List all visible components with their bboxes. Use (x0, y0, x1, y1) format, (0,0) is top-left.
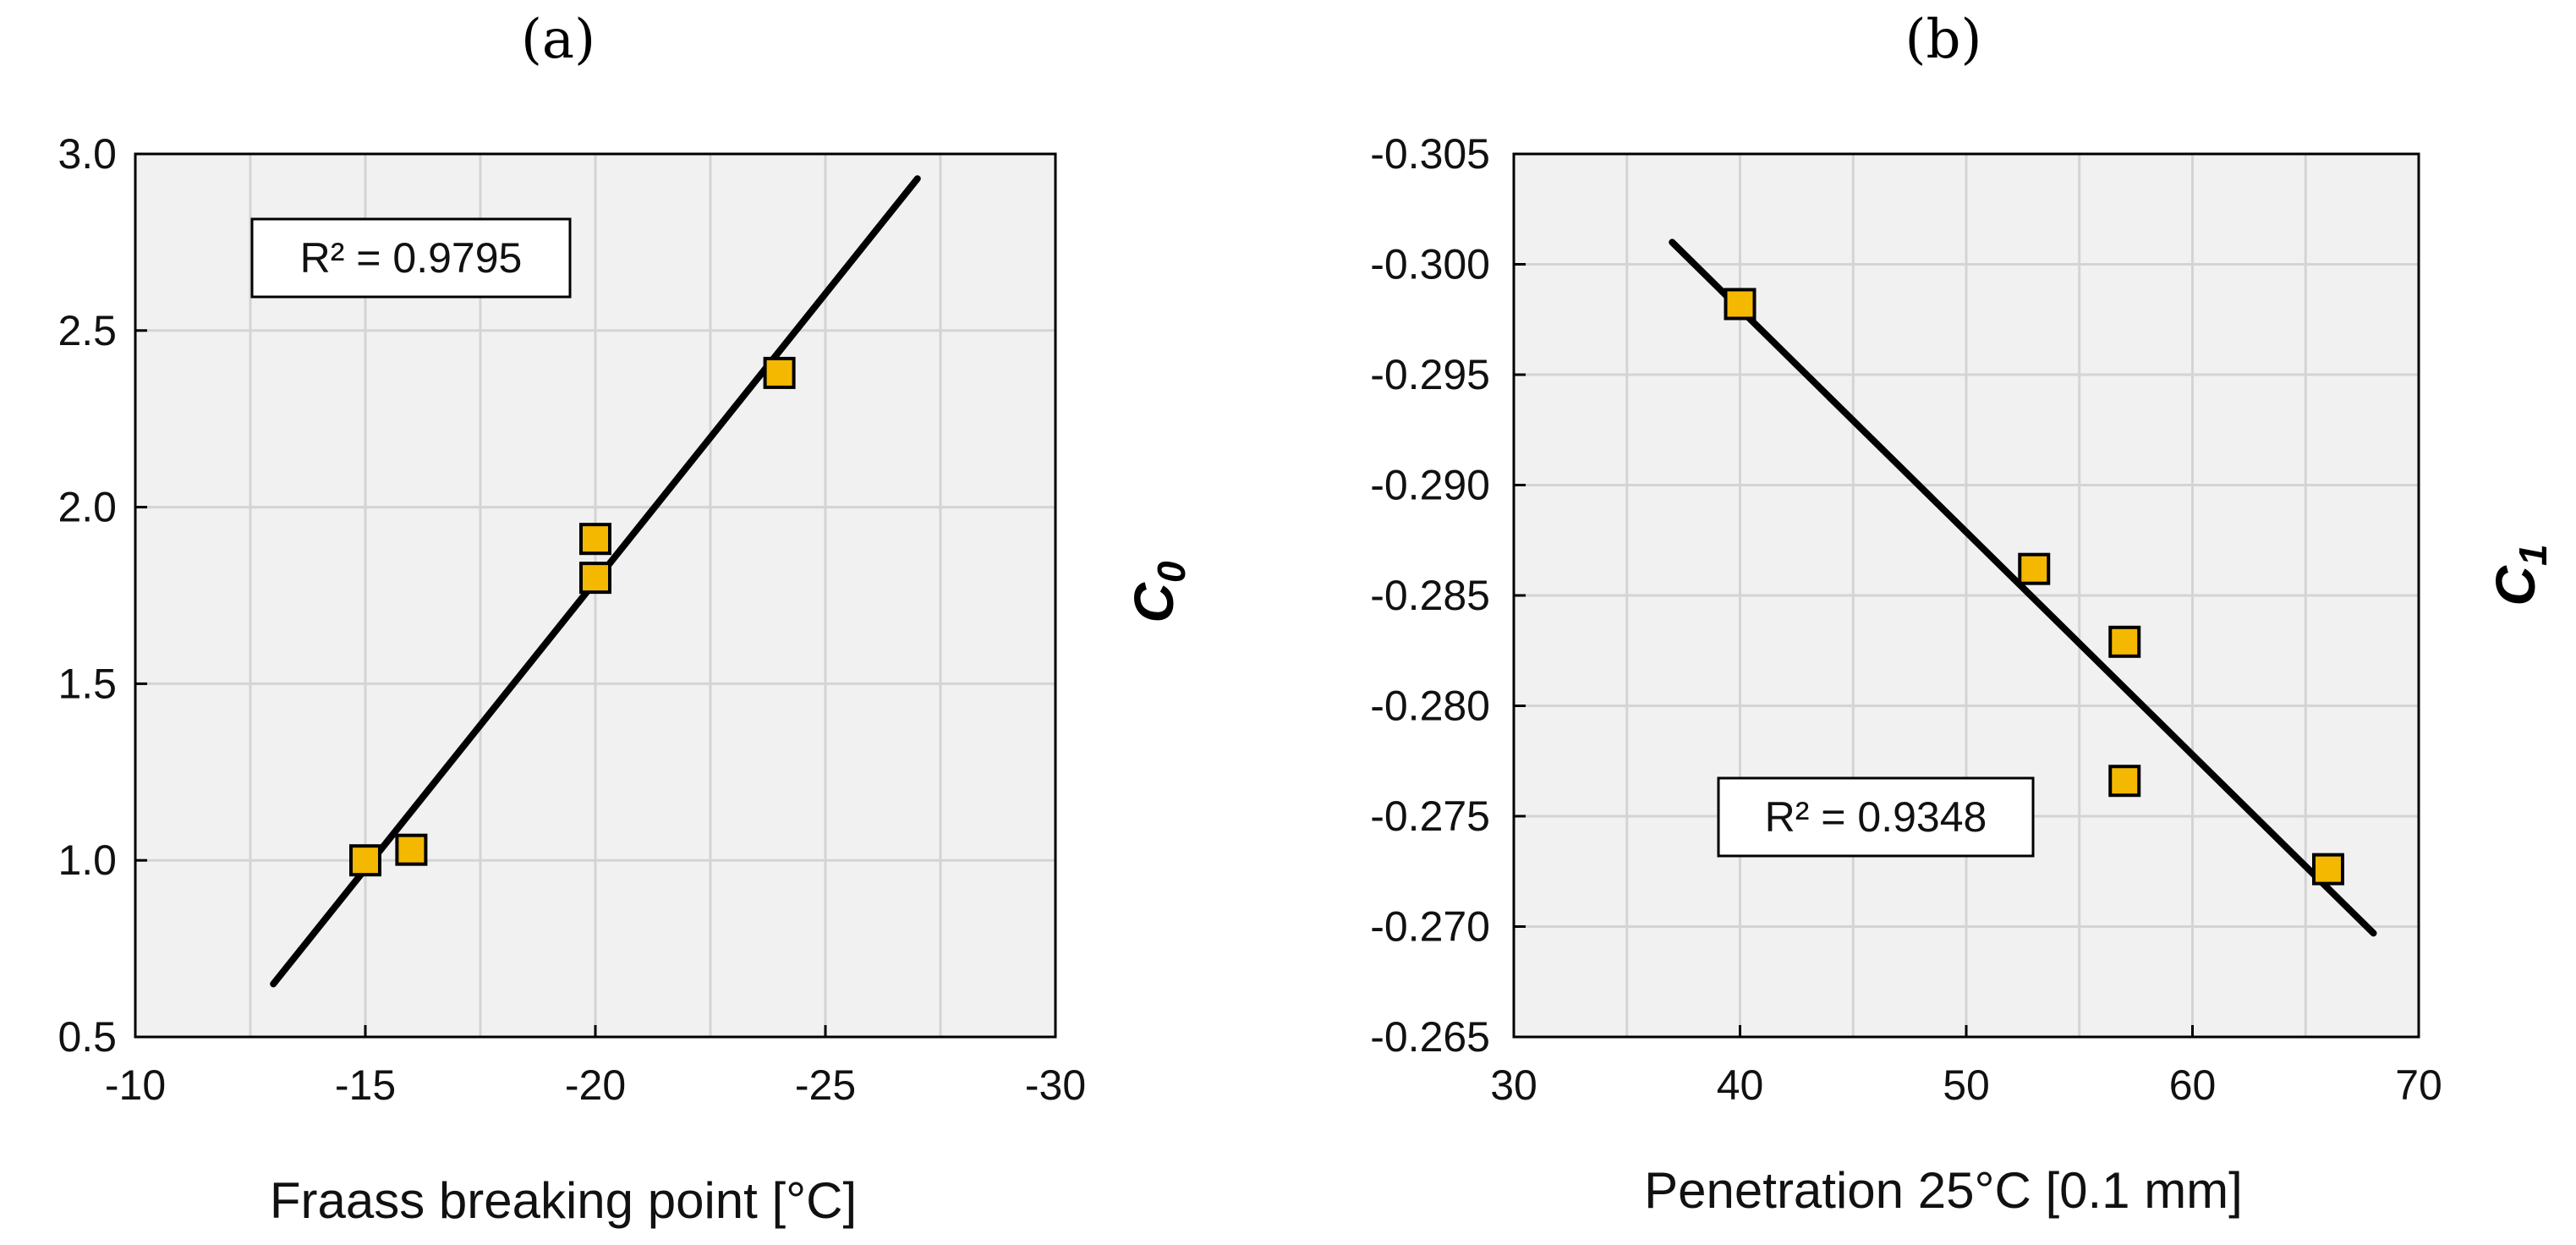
x-tick-label-b: 30 (1490, 1061, 1537, 1109)
x-tick-label-a: -20 (565, 1061, 626, 1109)
x-tick-labels-b: 30 40 50 60 70 (1490, 1061, 2442, 1109)
x-axis-title-b: Penetration 25°C [0.1 mm] (1644, 1162, 2243, 1219)
y-tick-labels-a: 0.5 1.0 1.5 2.0 2.5 3.0 (58, 130, 117, 1061)
x-tick-label-a: -25 (795, 1061, 856, 1109)
r2-annotation-a: R² = 0.9795 (300, 234, 523, 282)
r2-annotation-b: R² = 0.9348 (1765, 793, 1987, 841)
y-tick-label-b: -0.290 (1370, 462, 1490, 509)
x-tick-label-b: 70 (2395, 1061, 2442, 1109)
data-point-b-2 (2018, 552, 2051, 585)
y-tick-label-a: 1.5 (58, 660, 117, 707)
panel-b: (b) -0.265 -0.270 -0.275 -0.280 -0.285 -0.290… (1370, 8, 2555, 1219)
data-point-b-4 (2108, 765, 2141, 798)
y-axis-title-a-base: C (1122, 582, 1185, 623)
data-point-a-5 (763, 356, 796, 389)
y-tick-label-a: 3.0 (58, 130, 117, 178)
x-axis-title-a: Fraass breaking point [°C] (270, 1172, 857, 1229)
data-point-a-3 (579, 562, 611, 595)
y-tick-label-b: -0.285 (1370, 572, 1490, 619)
ticks-b (1512, 152, 2420, 1039)
y-axis-title-a-sub: 0 (1149, 561, 1193, 583)
data-point-a-1 (349, 844, 381, 877)
grid-a (135, 154, 1055, 1037)
y-tick-label-a: 1.0 (58, 836, 117, 884)
x-tick-label-a: -10 (105, 1061, 166, 1109)
y-tick-label-b: -0.295 (1370, 351, 1490, 398)
x-tick-label-b: 40 (1717, 1061, 1764, 1109)
data-point-b-1 (1724, 288, 1757, 321)
y-tick-label-b: -0.270 (1370, 903, 1490, 951)
y-axis-title-b-sub: 1 (2511, 544, 2555, 566)
data-points-a (349, 356, 796, 877)
y-tick-labels-b: -0.265 -0.270 -0.275 -0.280 -0.285 -0.290 -0.2… (1370, 130, 1490, 1061)
y-tick-label-a: 0.5 (58, 1013, 117, 1061)
x-tick-label-b: 50 (1943, 1061, 1990, 1109)
r2-box-b (1717, 776, 2035, 858)
x-tick-label-a: -15 (335, 1061, 396, 1109)
ticks-a (134, 152, 1057, 1039)
data-points-b (1724, 288, 2344, 886)
y-tick-label-b: -0.305 (1370, 130, 1490, 178)
y-tick-label-b: -0.300 (1370, 241, 1490, 288)
data-point-a-2 (395, 833, 428, 866)
x-tick-label-b: 60 (2169, 1061, 2217, 1109)
data-point-b-3 (2108, 625, 2141, 658)
y-axis-title-b: C1 (2484, 544, 2555, 606)
y-tick-label-a: 2.5 (58, 307, 117, 354)
y-tick-label-b: -0.265 (1370, 1013, 1490, 1061)
x-tick-labels-a: -10 -15 -20 -25 -30 (105, 1061, 1086, 1109)
y-tick-label-b: -0.275 (1370, 793, 1490, 840)
r2-box-a (250, 217, 572, 299)
x-tick-label-a: -30 (1025, 1061, 1086, 1109)
trendline-b (1669, 239, 2377, 937)
data-point-b-5 (2312, 853, 2344, 886)
panel-a-label: (a) (521, 8, 595, 71)
y-tick-label-b: -0.280 (1370, 683, 1490, 730)
panel-a: (a) 0.5 1.0 1.5 2.0 2.5 3.0 -10 -15 -20 -25 -30 R… (58, 8, 1193, 1229)
y-axis-title-a: C0 (1122, 561, 1193, 623)
data-point-a-4 (579, 523, 611, 556)
panel-b-label: (b) (1905, 8, 1982, 71)
y-axis-title-b-base: C (2484, 565, 2546, 606)
y-tick-label-a: 2.0 (58, 484, 117, 531)
